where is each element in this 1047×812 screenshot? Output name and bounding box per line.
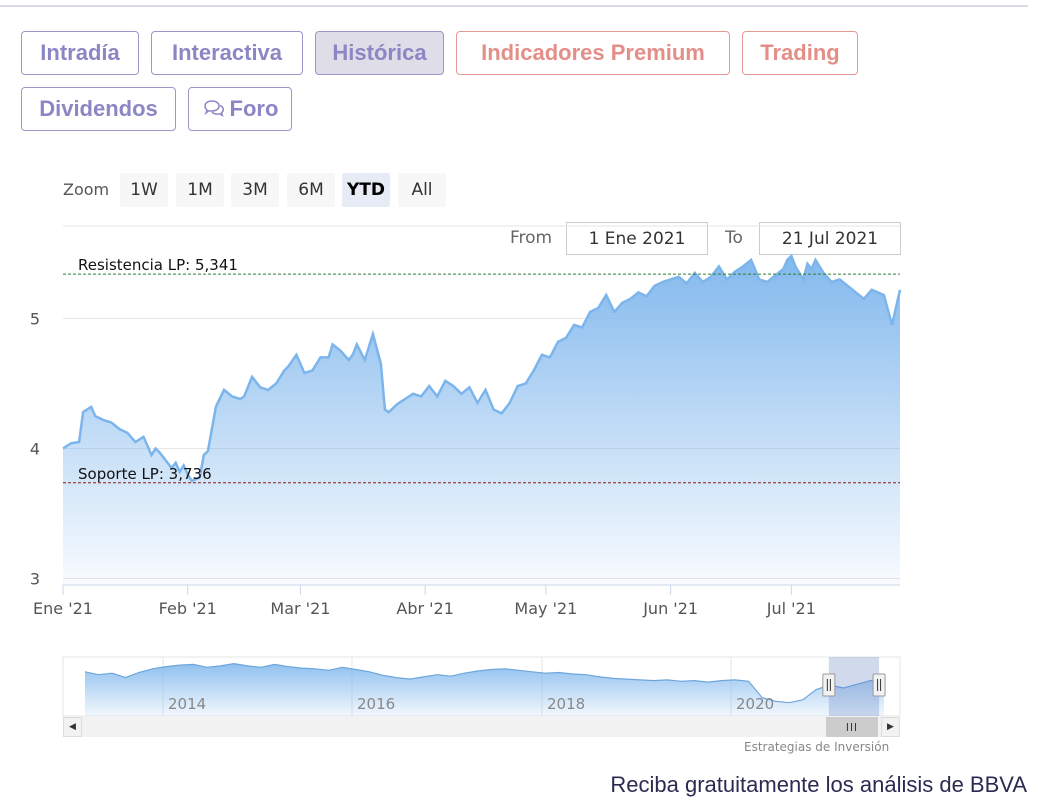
tab-historica[interactable]: Histórica [315,31,444,75]
range-from-input[interactable]: 1 Ene 2021 [566,222,708,255]
series-area-fill [63,256,900,585]
tab-foro[interactable]: Foro [188,87,292,131]
x-tick-label: Jul '21 [766,599,816,618]
scroll-left-button[interactable]: ◀ [63,717,82,737]
navigator: 2014 2016 2018 2020 [62,656,901,717]
tab-trading[interactable]: Trading [742,31,858,75]
y-tick-label: 4 [30,439,40,458]
y-tick-label: 5 [30,309,40,328]
x-tick-label: Feb '21 [159,599,217,618]
scrollbar-track[interactable] [82,717,881,737]
x-tick-label: Ene '21 [33,599,93,618]
tab-trading-label: Trading [760,40,840,65]
range-to-label: To [725,228,743,248]
x-axis: Ene '21 Feb '21 Mar '21 Abr '21 May '21 Jun '… [33,584,900,618]
zoom-ytd-button[interactable]: YTD [342,173,390,207]
tab-interactiva[interactable]: Interactiva [151,31,303,75]
tab-interactiva-label: Interactiva [171,40,283,65]
zoom-3m-button[interactable]: 3M [231,173,279,207]
x-tick-label: Mar '21 [270,599,330,618]
chart-credit[interactable]: Estrategias de Inversión [744,740,890,754]
zoom-all-button[interactable]: All [398,173,446,207]
resistance-label: Resistencia LP: 5,341 [78,256,238,274]
area-series [62,253,902,585]
support-label: Soporte LP: 3,736 [78,465,212,483]
navigator-year-label: 2018 [547,695,585,713]
navigator-selection [828,657,880,716]
navigator-handle-right [872,673,886,697]
scroll-right-button[interactable]: ▶ [881,717,900,737]
y-axis: 3 4 5 [30,309,40,588]
navigator-handle-left [822,673,836,697]
zoom-6m-button[interactable]: 6M [287,173,335,207]
navigator-line [84,662,885,704]
tab-dividendos[interactable]: Dividendos [21,87,176,131]
x-tick-label: Jun '21 [642,599,698,618]
navigator-year-label: 2020 [736,695,774,713]
promo-text[interactable]: Reciba gratuitamente los análisis de BBV… [610,772,1027,797]
navigator-frame [62,656,901,717]
y-tick-label: 3 [30,569,40,588]
zoom-1m-button[interactable]: 1M [176,173,224,207]
navigator-area [85,663,884,716]
scrollbar-thumb[interactable]: lll [826,717,878,737]
tab-indicadores-premium-label: Indicadores Premium [481,40,705,65]
tab-intradia[interactable]: Intradía [21,31,139,75]
navigator-year-label: 2014 [168,695,206,713]
range-to-input[interactable]: 21 Jul 2021 [759,222,901,255]
x-tick-label: May '21 [514,599,577,618]
x-tick-label: Abr '21 [396,599,454,618]
tab-historica-label: Histórica [332,40,427,65]
tab-foro-label: Foro [229,96,279,121]
series-line [62,253,902,483]
zoom-label: Zoom [63,180,110,199]
tab-dividendos-label: Dividendos [39,96,158,121]
zoom-1w-button[interactable]: 1W [120,173,168,207]
tab-intradia-label: Intradía [40,40,120,65]
navigator-year-label: 2016 [357,695,395,713]
plot-lines: Resistencia LP: 5,341 Soporte LP: 3,736 [63,256,900,484]
tab-indicadores-premium[interactable]: Indicadores Premium [456,31,730,75]
gridlines [63,317,900,579]
range-from-label: From [510,228,553,248]
top-divider [0,5,1028,7]
chat-bubbles-icon [203,100,224,117]
